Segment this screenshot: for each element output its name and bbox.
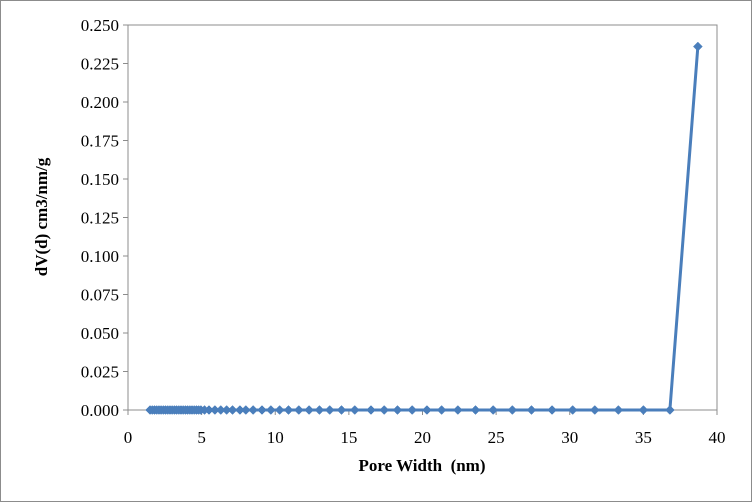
data-point [665,405,675,415]
data-point [407,405,418,415]
y-tick-label: 0.200 [81,93,119,112]
data-point [422,405,432,415]
data-point [452,405,463,415]
data-point [336,405,347,415]
data-point [436,405,447,415]
data-point [257,405,267,415]
x-axis-title: Pore Width (nm) [358,456,485,475]
y-tick-label: 0.000 [81,401,119,420]
data-point [638,405,649,415]
y-tick-label: 0.075 [81,286,119,305]
y-tick-label: 0.250 [81,16,119,35]
data-point [283,405,294,415]
data-point [589,405,600,415]
data-point [526,405,537,415]
x-tick-label: 10 [267,428,284,447]
x-tick-label: 0 [124,428,133,447]
y-tick-label: 0.025 [81,363,119,382]
x-tick-label: 30 [561,428,578,447]
plot-area [127,24,718,411]
y-tick-label: 0.225 [81,55,119,74]
y-tick-label: 0.175 [81,132,119,151]
data-point [392,405,403,415]
data-point [567,405,578,415]
data-point [349,405,360,415]
data-point [470,405,481,415]
data-point [240,405,251,415]
data-point [488,405,499,415]
data-point [274,405,285,415]
data-point [547,405,557,415]
x-tick-label: 25 [488,428,505,447]
y-tick-label: 0.125 [81,209,119,228]
y-axis-title: dV(d) cm3/nm/g [32,157,51,276]
x-tick-label: 40 [709,428,726,447]
data-point [324,405,335,415]
x-tick-label: 20 [414,428,431,447]
data-point [314,405,325,415]
series-layer [145,41,703,415]
data-point [293,405,304,415]
data-point [227,405,238,415]
y-tick-label: 0.050 [81,324,119,343]
data-point [613,405,624,415]
data-point [304,405,314,415]
x-tick-label: 35 [635,428,652,447]
axes: 0.000 0.025 0.050 0.075 0.100 0.125 0.150 0.175… [81,16,726,447]
data-point [248,405,259,415]
x-tick-label: 15 [340,428,357,447]
data-point [265,405,276,415]
data-point [379,405,390,415]
data-point [693,41,703,52]
x-tick-label: 5 [197,428,206,447]
data-point [507,405,518,415]
series-line [150,46,700,412]
data-point [366,405,376,415]
y-tick-label: 0.100 [81,247,119,266]
y-tick-label: 0.150 [81,170,119,189]
